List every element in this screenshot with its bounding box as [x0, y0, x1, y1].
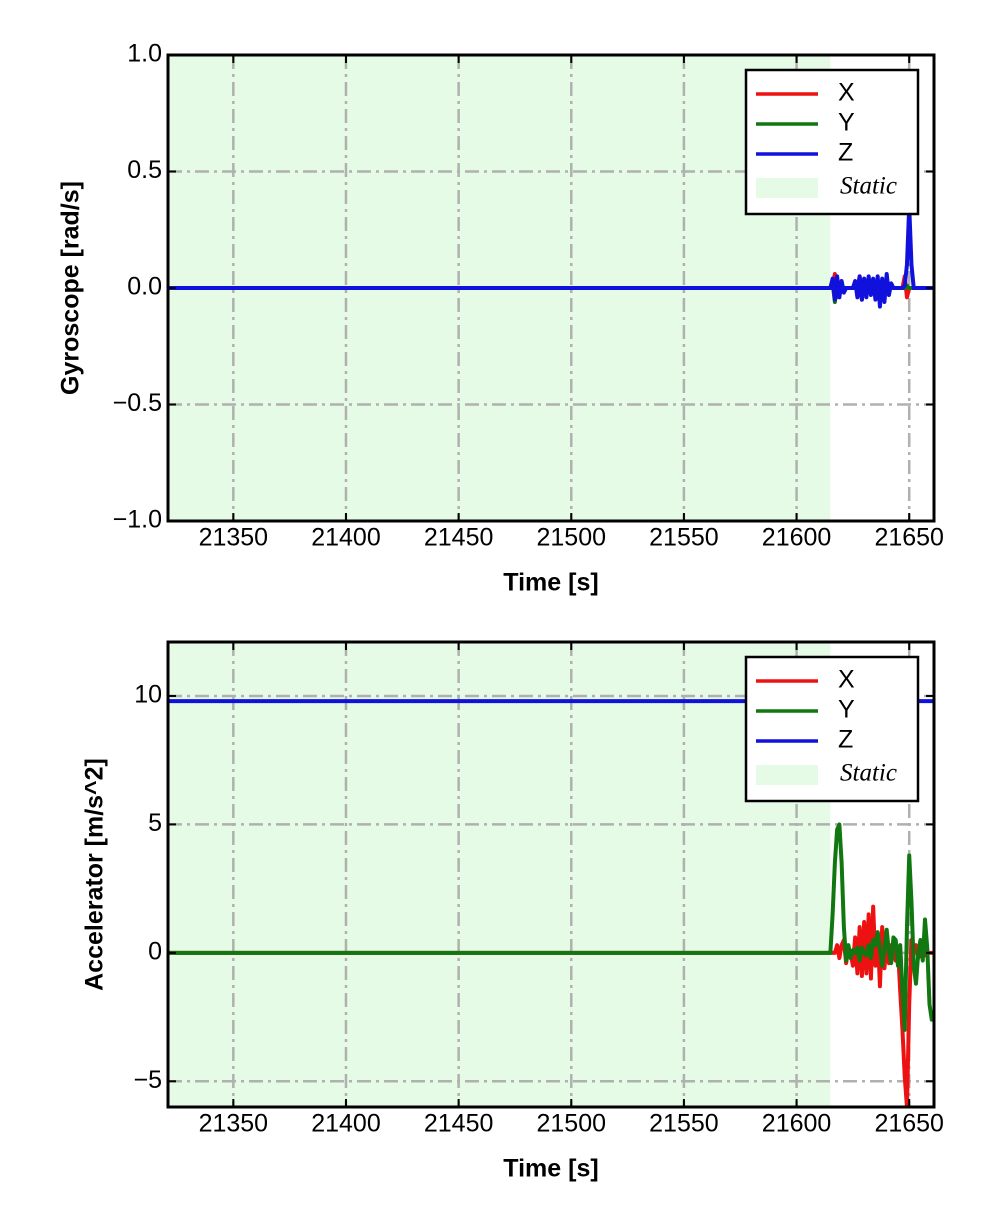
- x-tick-label: 21500: [537, 524, 607, 552]
- x-tick-label: 21350: [199, 524, 269, 552]
- static-band: [168, 642, 831, 1107]
- y-axis-label: Gyroscope [rad/s]: [57, 181, 85, 395]
- legend-swatch: [756, 765, 818, 785]
- legend-label: X: [838, 666, 855, 694]
- legend-label: Y: [838, 696, 855, 724]
- plot-area: [168, 55, 934, 521]
- y-tick-label: 0: [148, 937, 162, 965]
- x-tick-label: 21450: [424, 524, 494, 552]
- data-line: [168, 204, 934, 309]
- y-tick-label: 0.0: [127, 273, 162, 301]
- x-axis-label: Time [s]: [503, 569, 598, 597]
- x-tick-label: 21400: [311, 524, 381, 552]
- legend-label: Y: [838, 109, 855, 137]
- x-tick-label: 21500: [537, 1110, 607, 1138]
- y-tick-label: −0.5: [113, 389, 162, 417]
- legend: XYZ Static: [744, 655, 920, 803]
- legend-label: Static: [840, 173, 897, 200]
- legend-label: Z: [838, 726, 853, 754]
- x-axis-label: Time [s]: [503, 1155, 598, 1183]
- legend-swatch: [756, 178, 818, 198]
- x-tick-label: 21650: [874, 524, 944, 552]
- legend-label: X: [838, 79, 855, 107]
- axes-frame: [166, 640, 936, 1109]
- x-tick-label: 21450: [424, 1110, 494, 1138]
- x-tick-label: 21600: [762, 524, 832, 552]
- subplot: 21350 21400 21450 21500 21550 21600 21650 −1.0 −…: [57, 40, 944, 597]
- x-tick-label: 21650: [874, 1110, 944, 1138]
- y-tick-label: 1.0: [127, 40, 162, 68]
- x-tick-label: 21400: [311, 1110, 381, 1138]
- legend-label: Static: [840, 760, 897, 787]
- x-tick-label: 21350: [199, 1110, 269, 1138]
- plot-area: [168, 642, 934, 1107]
- x-tick-label: 21550: [649, 1110, 719, 1138]
- y-tick-label: −1.0: [113, 506, 162, 534]
- subplot: 21350 21400 21450 21500 21550 21600 21650 −5 0 5 1…: [81, 640, 944, 1183]
- y-axis-label: Accelerator [m/s^2]: [81, 758, 109, 991]
- data-line: [168, 822, 934, 1032]
- y-tick-label: 0.5: [127, 156, 162, 184]
- x-tick-label: 21550: [649, 524, 719, 552]
- legend: XYZ Static: [744, 68, 920, 216]
- x-tick-label: 21600: [762, 1110, 832, 1138]
- y-tick-label: 5: [148, 809, 162, 837]
- y-tick-label: −5: [133, 1066, 162, 1094]
- legend-label: Z: [838, 139, 853, 167]
- y-tick-label: 10: [134, 681, 162, 709]
